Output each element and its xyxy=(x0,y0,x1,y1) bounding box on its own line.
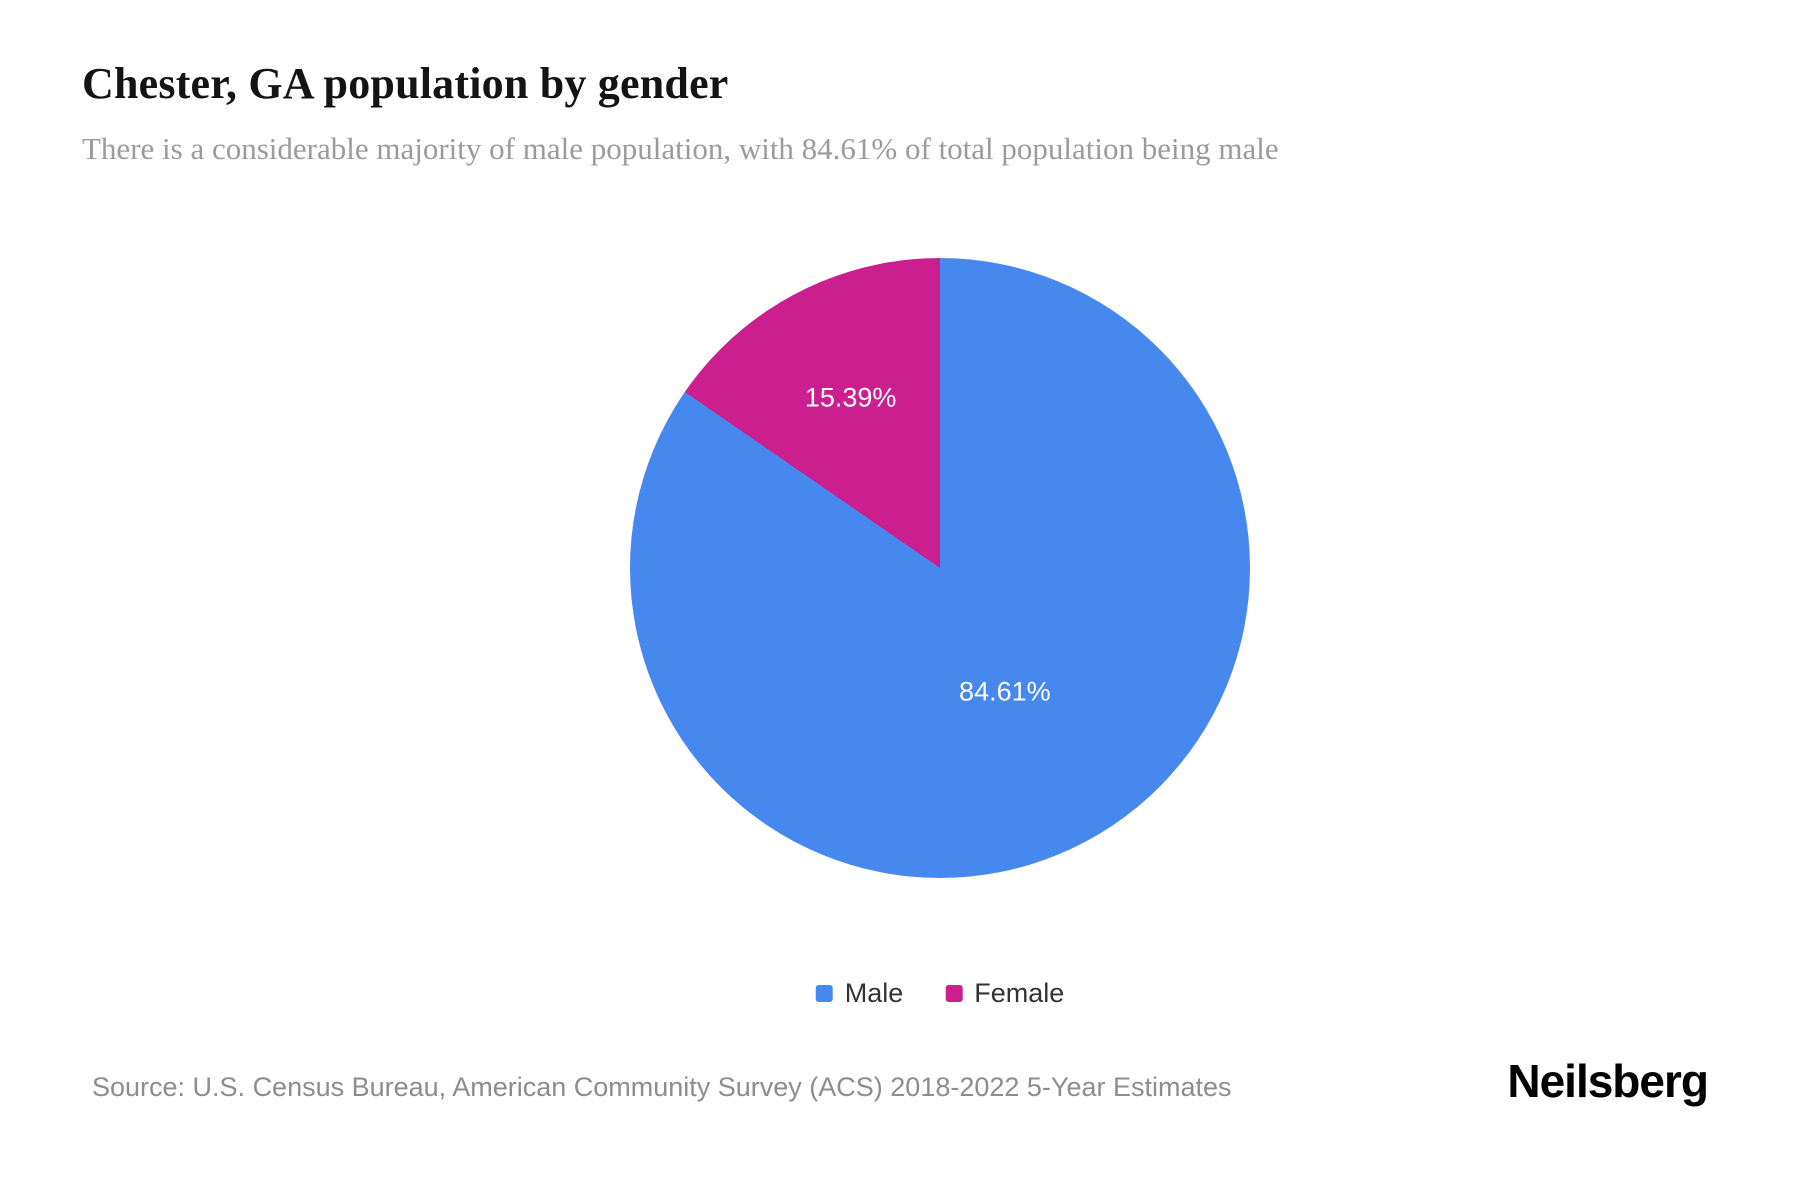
legend-label-male: Male xyxy=(844,978,904,1008)
page-title: Chester, GA population by gender xyxy=(82,59,729,108)
pie-chart: 84.61% 15.39% xyxy=(630,258,1250,878)
legend-swatch-male xyxy=(815,985,833,1002)
chart-subtitle: There is a considerable majority of male… xyxy=(82,131,1279,166)
source-note: Source: U.S. Census Bureau, American Com… xyxy=(92,1072,1232,1102)
pie: 84.61% 15.39% xyxy=(630,258,1250,878)
chart-header: Chester, GA population by gender There i… xyxy=(82,58,1722,167)
legend-label-female: Female xyxy=(974,978,1065,1008)
brand-logo: Neilsberg xyxy=(1507,1055,1709,1107)
legend-item-female[interactable]: Female xyxy=(945,978,1064,1009)
slice-label-0: 84.61% xyxy=(959,676,1051,706)
legend-swatch-female xyxy=(945,985,963,1002)
slice-label-1: 15.39% xyxy=(804,382,897,413)
legend-item-male[interactable]: Male xyxy=(815,978,904,1009)
legend: Male Female xyxy=(815,978,1064,1009)
